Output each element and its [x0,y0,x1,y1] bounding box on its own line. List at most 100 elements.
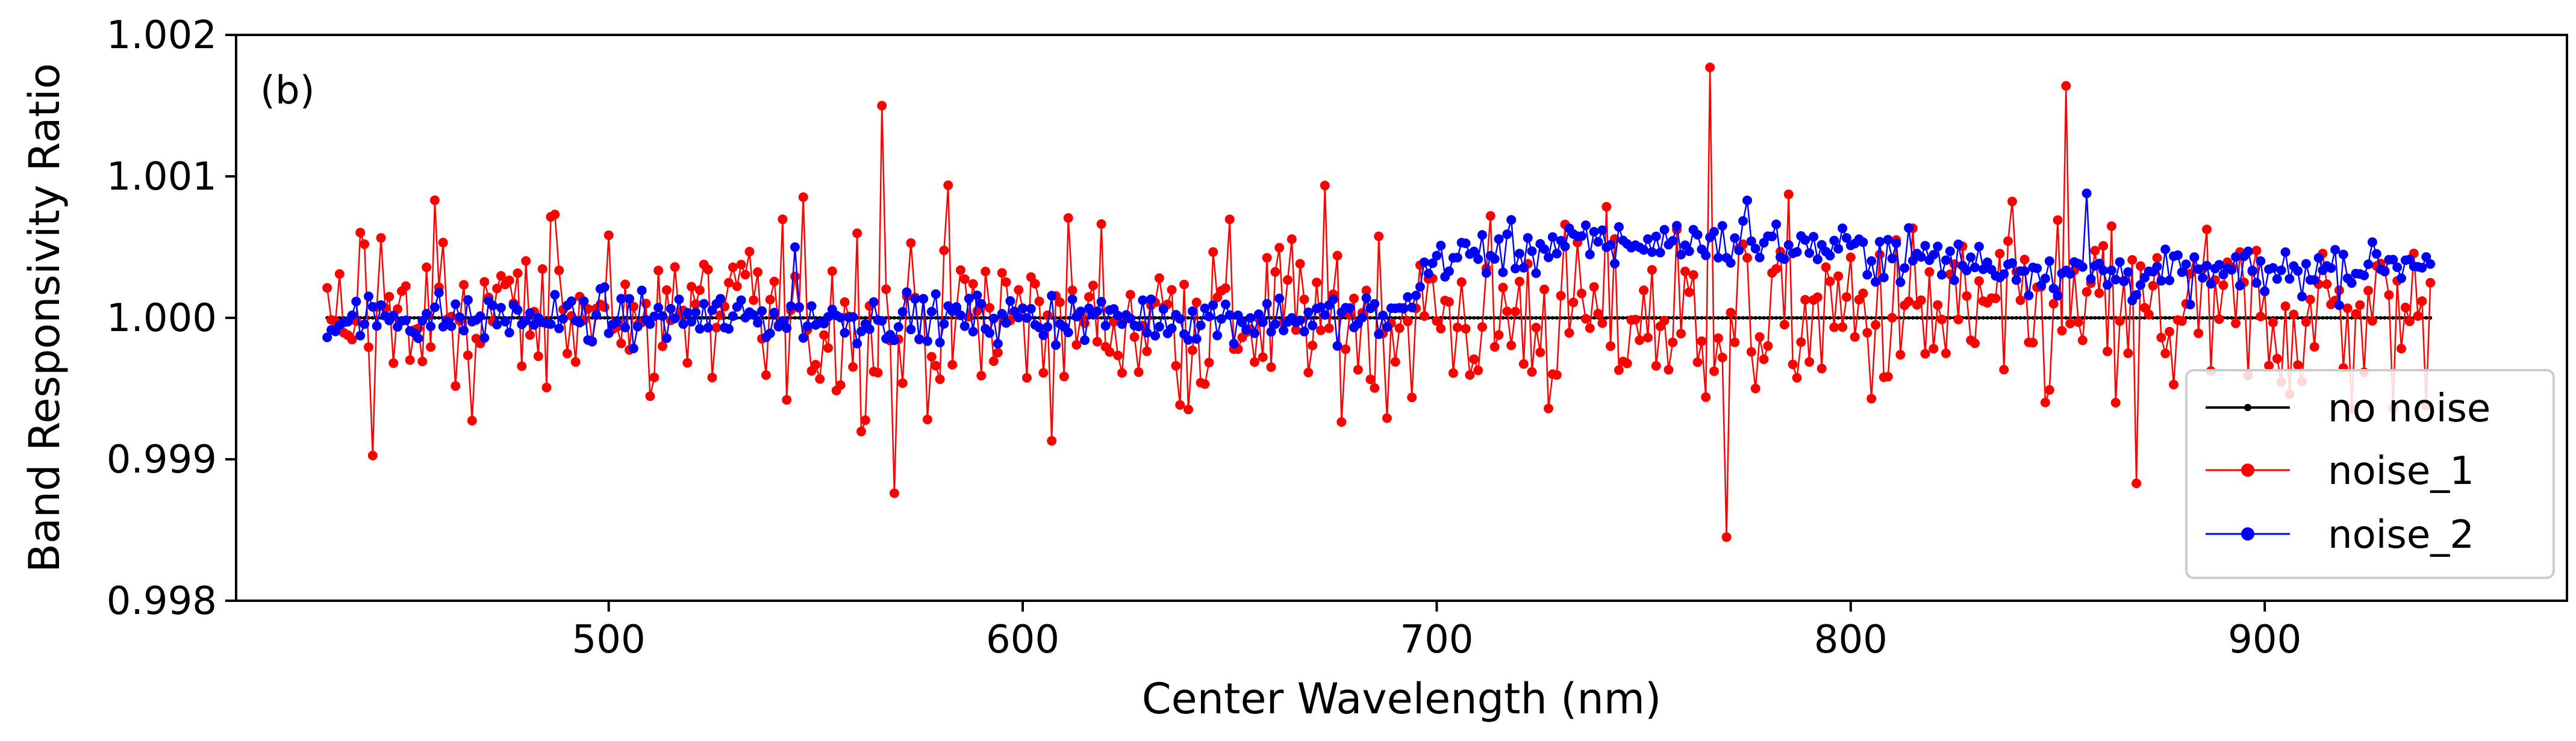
data-point [1415,282,1425,292]
data-point [1547,316,1550,320]
data-point [1283,275,1293,285]
data-point [979,316,984,320]
data-point [653,265,664,276]
data-point [2188,316,2192,320]
data-point [2090,246,2100,256]
x-axis-label: Center Wavelength (nm) [1142,674,1662,724]
data-point [2268,263,2278,273]
data-point [682,358,693,368]
data-point [1754,252,1765,262]
data-point [1692,357,1703,367]
data-point [765,294,775,305]
data-point [1920,241,1930,251]
data-point [412,316,416,320]
data-point [1153,316,1157,320]
legend-marker-noise-2 [2241,527,2254,541]
data-point [1874,237,1885,247]
data-point [2301,317,2311,327]
data-point [877,316,887,326]
data-point [364,342,373,352]
data-point [2378,316,2383,320]
data-point [1709,227,1719,237]
data-point [1916,295,1926,305]
data-point [1187,345,1197,355]
panel-label: (b) [260,69,315,113]
data-point [823,343,833,353]
data-point [2185,300,2195,309]
data-point [1643,234,1653,244]
data-point [2251,246,2262,256]
data-point [2293,360,2303,370]
data-point [1117,319,1127,329]
data-point [367,450,378,460]
data-point [1142,327,1152,338]
data-point [1539,244,1550,254]
data-point [1920,349,1930,359]
data-point [521,315,531,326]
data-point [1867,256,1877,266]
legend-label-noise-1: noise_1 [2328,449,2474,494]
legend-marker-noise-1 [2241,464,2254,477]
data-point [922,336,932,346]
data-point [2019,266,2030,276]
data-point [1399,303,1409,314]
data-point [347,335,357,345]
data-point [1105,347,1115,357]
data-point [1270,319,1280,329]
data-point [1266,362,1276,372]
data-point [1134,321,1144,332]
data-point [2384,290,2394,300]
data-point [1786,316,1791,320]
data-point [2101,316,2106,320]
data-point [1142,346,1152,356]
data-point [367,302,378,312]
data-point [1403,292,1413,302]
data-point [815,374,825,384]
data-point [732,281,742,291]
data-point [1721,532,1732,542]
y-tick-label: 0.999 [107,438,217,482]
data-point [2109,316,2113,320]
data-point [1848,316,1853,320]
data-point [888,316,893,320]
data-point [1217,314,1226,324]
data-point [1695,316,1700,320]
data-point [1286,234,1297,244]
data-point [2123,348,2133,358]
data-point [1836,316,1841,320]
data-point [1606,240,1616,250]
data-point [1746,347,1756,357]
data-point [2351,309,2361,319]
data-point [1783,240,1794,250]
data-point [782,323,792,333]
data-point [438,238,448,247]
data-point [959,274,970,284]
data-point [1684,287,1694,297]
data-point [1511,264,1520,274]
data-point [1117,368,1127,378]
data-point [985,328,994,338]
data-point [1279,326,1289,335]
data-point [1461,324,1471,334]
data-point [1900,263,1910,273]
data-point [1593,237,1603,247]
data-point [2238,316,2242,320]
data-point [1274,243,1285,253]
data-point [1552,370,1562,380]
data-point [467,415,477,426]
data-point [2309,275,2319,285]
legend-box [2185,369,2555,579]
data-point [1937,314,1947,324]
data-point [2165,327,2175,336]
data-point [2106,265,2116,276]
data-point [864,324,875,334]
legend-label-noise-2: noise_2 [2328,513,2474,557]
data-point [2363,259,2374,269]
data-point [1157,316,1161,320]
data-point [429,302,440,312]
data-point [1726,258,1736,268]
data-point [1038,330,1049,340]
data-point [1295,315,1305,326]
data-point [938,316,942,320]
